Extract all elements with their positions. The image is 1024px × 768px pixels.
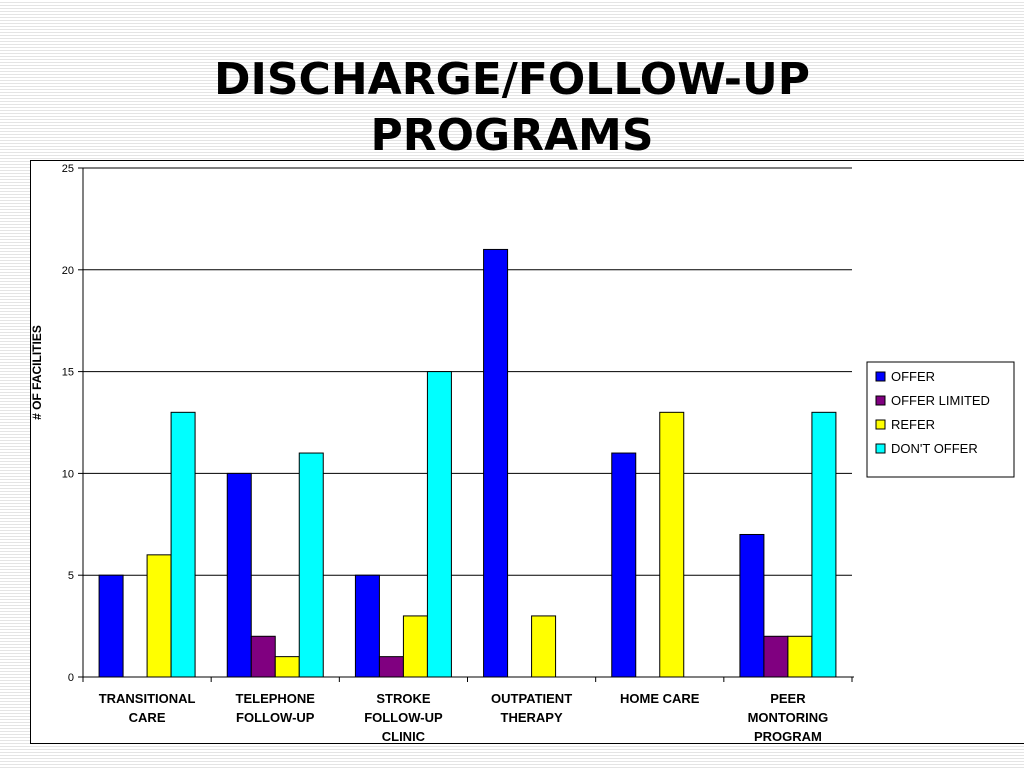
bar-refer	[659, 411, 685, 678]
bar-offer	[98, 574, 124, 678]
bar-offer	[226, 472, 252, 678]
x-tick-label: FOLLOW-UP	[364, 710, 443, 725]
y-tick-label: 15	[62, 367, 74, 379]
y-tick-label: 25	[62, 163, 74, 175]
x-tick-label: CARE	[129, 710, 166, 725]
bar-offer-limited	[250, 635, 276, 678]
y-tick-label: 0	[68, 672, 74, 684]
x-tick-label: TELEPHONE	[236, 691, 316, 706]
slide-title-line-2: PROGRAMS	[370, 110, 654, 161]
x-tick-label: PROGRAM	[754, 729, 822, 743]
slide-title: DISCHARGE/FOLLOW-UP PROGRAMS	[0, 52, 1024, 164]
bar-refer	[787, 635, 813, 678]
slide-title-line-1: DISCHARGE/FOLLOW-UP	[213, 54, 811, 105]
legend-swatch	[875, 419, 886, 430]
legend-label: DON'T OFFER	[891, 441, 978, 456]
x-tick-label: CLINIC	[382, 729, 426, 743]
x-tick-label: TRANSITIONAL	[99, 691, 196, 706]
bar-offer-limited	[763, 635, 789, 678]
legend-swatch	[875, 371, 886, 382]
legend-label: OFFER LIMITED	[891, 393, 990, 408]
bar-refer	[402, 615, 428, 678]
y-axis-label: # OF FACILITIES	[31, 325, 44, 420]
legend-swatch	[875, 395, 886, 406]
legend-swatch	[875, 443, 886, 454]
bar-refer	[274, 656, 300, 678]
bar-don-t-offer	[170, 411, 196, 678]
bar-refer	[531, 615, 557, 678]
bar-offer	[354, 574, 380, 678]
x-tick-label: THERAPY	[501, 710, 563, 725]
y-tick-label: 20	[62, 265, 74, 277]
x-tick-label: OUTPATIENT	[491, 691, 572, 706]
x-tick-label: MONTORING	[748, 710, 829, 725]
bar-refer	[146, 554, 172, 678]
bar-offer	[739, 533, 765, 678]
chart-frame: 0 5 10 15 20 25 # OF FACILITIES TRANSITIONAL CAR…	[30, 160, 1024, 744]
bar-offer	[611, 452, 637, 678]
bar-don-t-offer	[426, 371, 452, 678]
x-tick-label: FOLLOW-UP	[236, 710, 315, 725]
bar-chart: 0 5 10 15 20 25 # OF FACILITIES TRANSITIONAL CAR…	[31, 163, 1015, 743]
bar-offer-limited	[378, 656, 404, 678]
y-tick-label: 5	[68, 570, 74, 582]
y-tick-label: 10	[62, 468, 74, 480]
x-tick-label: HOME CARE	[620, 691, 700, 706]
legend	[866, 361, 1015, 478]
x-tick-label: PEER	[770, 691, 806, 706]
bar-offer	[483, 248, 509, 678]
legend-label: REFER	[891, 417, 935, 432]
x-tick-label: STROKE	[376, 691, 431, 706]
legend-label: OFFER	[891, 369, 935, 384]
bar-don-t-offer	[298, 452, 324, 678]
bar-don-t-offer	[811, 411, 837, 678]
